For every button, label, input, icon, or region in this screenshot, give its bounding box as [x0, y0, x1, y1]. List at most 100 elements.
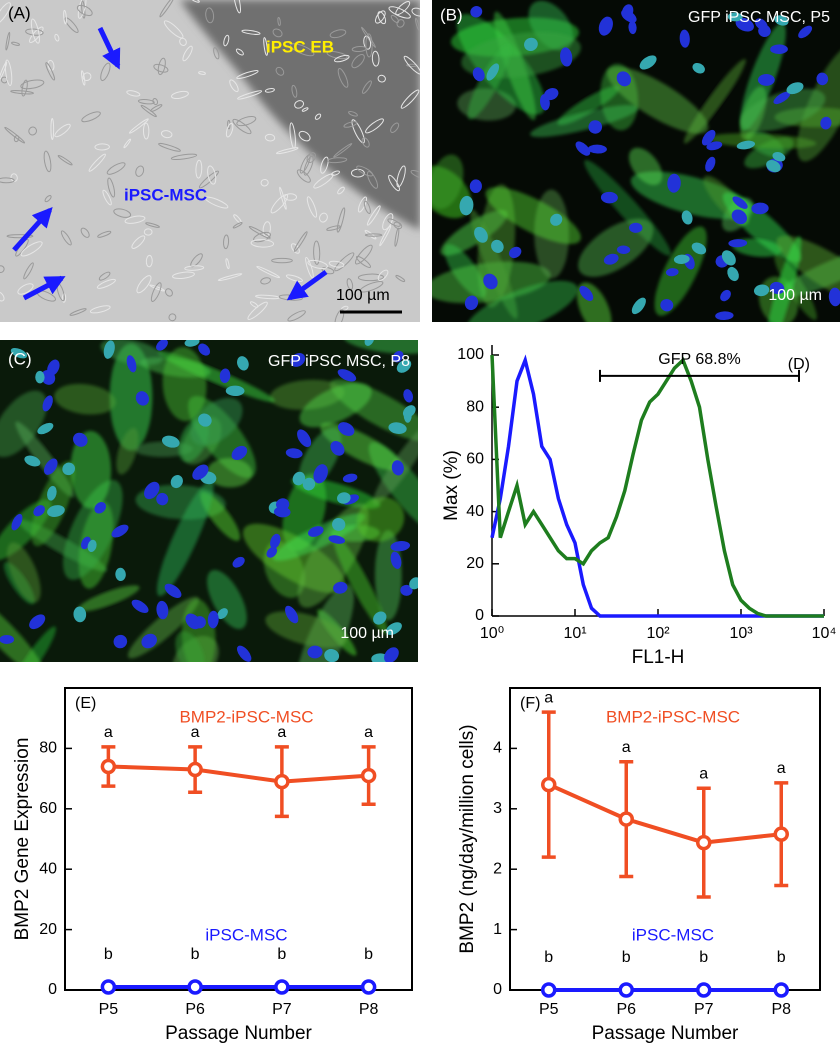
nucleus — [667, 173, 681, 193]
y-tick-label: 0 — [493, 981, 502, 998]
nucleus — [219, 368, 231, 384]
y-tick-label: 1 — [493, 921, 502, 938]
nucleus — [156, 340, 168, 351]
texture — [330, 170, 341, 176]
x-tick-label: 10⁰ — [480, 625, 504, 642]
nucleus — [94, 501, 107, 514]
cell — [175, 631, 205, 662]
nucleus — [705, 156, 716, 172]
texture — [279, 186, 287, 210]
texture — [4, 59, 13, 86]
significance-letter: a — [699, 765, 708, 782]
arrow — [286, 269, 328, 301]
x-tick-label: 10³ — [729, 625, 753, 642]
nucleus — [828, 287, 840, 307]
texture — [88, 153, 106, 172]
histogram-line — [490, 354, 824, 618]
nucleus — [338, 422, 355, 436]
texture — [346, 278, 354, 290]
nucleus — [297, 429, 312, 448]
cell — [485, 187, 581, 245]
texture — [275, 66, 285, 76]
texture — [411, 7, 420, 17]
y-tick-label: 3 — [493, 800, 502, 817]
nucleus — [390, 541, 411, 552]
texture — [241, 29, 261, 35]
nucleus — [727, 12, 743, 22]
cell — [162, 347, 207, 422]
significance-letter: b — [777, 949, 786, 966]
significance-letter: a — [544, 689, 553, 706]
significance-letter: b — [622, 949, 631, 966]
texture — [159, 0, 175, 18]
micrograph-c — [0, 340, 418, 662]
nucleus — [198, 343, 211, 356]
texture — [131, 235, 146, 249]
texture — [237, 90, 263, 100]
texture — [377, 269, 389, 281]
nucleus — [131, 599, 149, 613]
nucleus — [161, 435, 180, 448]
micrograph-b — [432, 0, 840, 322]
nucleus — [384, 647, 399, 662]
texture — [379, 225, 392, 247]
nucleus — [464, 295, 479, 311]
texture — [390, 14, 400, 24]
nucleus — [392, 350, 404, 363]
nucleus — [598, 16, 613, 36]
nucleus — [337, 369, 357, 382]
texture — [152, 98, 159, 106]
nucleus — [302, 477, 316, 491]
texture — [260, 178, 269, 187]
series-label: iPSC-MSC — [205, 925, 287, 944]
nucleus — [103, 340, 115, 359]
x-tick-label: 10² — [646, 625, 670, 642]
marker — [100, 979, 117, 995]
cell — [298, 427, 342, 489]
x-axis-label: Passage Number — [592, 1023, 739, 1044]
texture — [319, 212, 328, 223]
nucleus — [156, 600, 169, 620]
texture — [30, 18, 40, 44]
nucleus — [332, 517, 346, 531]
texture — [351, 119, 365, 144]
nucleus — [231, 445, 248, 461]
texture — [306, 196, 318, 218]
texture — [145, 222, 160, 228]
nucleus — [10, 347, 28, 359]
texture — [343, 121, 358, 128]
texture — [365, 33, 373, 58]
texture — [126, 90, 141, 97]
series-label: BMP2-iPSC-MSC — [606, 707, 740, 726]
texture — [327, 157, 348, 164]
texture — [394, 227, 400, 247]
cell — [765, 236, 802, 322]
texture — [123, 138, 132, 149]
texture — [107, 177, 116, 198]
scale-label: 100 µm — [768, 287, 822, 304]
cell — [467, 44, 511, 120]
cell — [100, 340, 164, 366]
texture — [13, 135, 20, 143]
nucleus — [679, 29, 690, 48]
panel-label: (C) — [8, 349, 32, 368]
nucleus — [728, 239, 748, 248]
nucleus — [472, 67, 485, 82]
texture — [64, 17, 79, 34]
texture — [256, 265, 281, 279]
nucleus — [631, 297, 646, 315]
texture — [145, 254, 153, 268]
texture — [366, 205, 381, 226]
texture — [28, 126, 37, 136]
texture — [69, 308, 87, 316]
nucleus — [43, 458, 58, 475]
texture — [135, 165, 145, 177]
nucleus — [469, 179, 482, 194]
texture — [142, 122, 150, 140]
texture — [307, 259, 328, 270]
nucleus — [706, 141, 723, 151]
texture — [179, 37, 187, 46]
nucleus — [603, 253, 619, 265]
nucleus — [616, 245, 631, 254]
nucleus — [483, 273, 498, 290]
